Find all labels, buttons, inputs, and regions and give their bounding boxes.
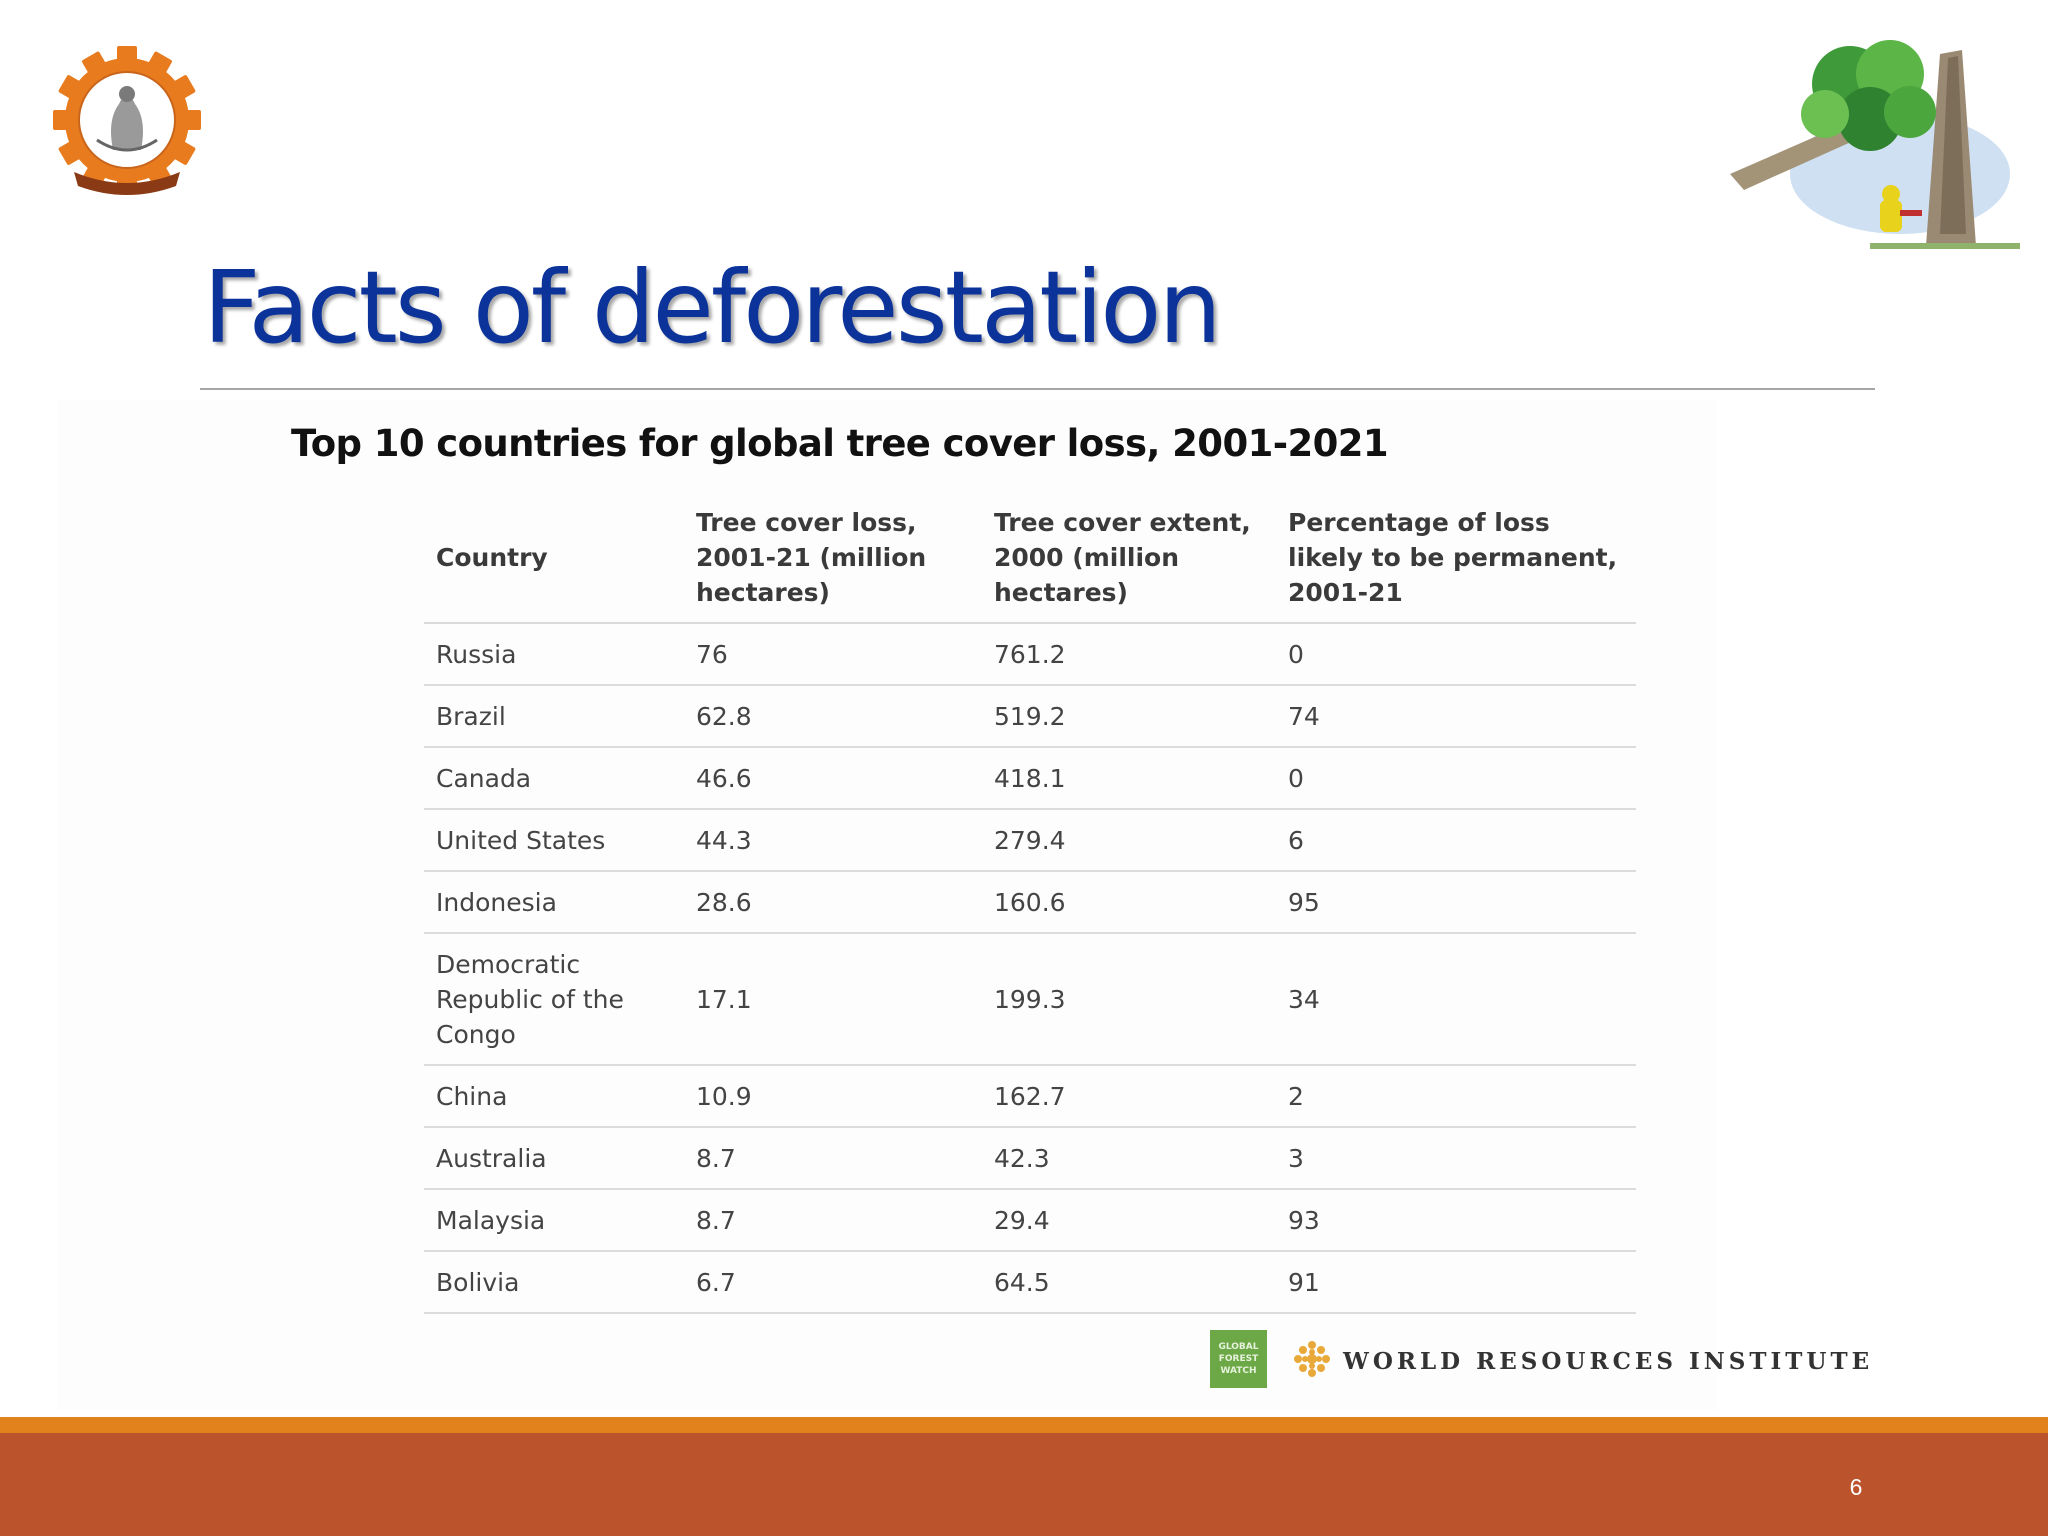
cell-country: United States: [424, 809, 684, 872]
cell-tree-cover-extent: 29.4: [982, 1189, 1276, 1252]
cell-country: Russia: [424, 623, 684, 686]
cell-permanent-percentage: 95: [1276, 871, 1636, 934]
table-row: United States 44.3 279.4 6: [424, 809, 1636, 872]
cell-country: China: [424, 1065, 684, 1128]
table-row: Australia 8.7 42.3 3: [424, 1127, 1636, 1190]
cell-tree-cover-loss: 76: [684, 623, 982, 686]
cell-tree-cover-extent: 160.6: [982, 871, 1276, 934]
table-row: Indonesia 28.6 160.6 95: [424, 871, 1636, 934]
table-row: Malaysia 8.7 29.4 93: [424, 1189, 1636, 1252]
cell-permanent-percentage: 2: [1276, 1065, 1636, 1128]
cell-country: Bolivia: [424, 1251, 684, 1314]
cell-permanent-percentage: 93: [1276, 1189, 1636, 1252]
table-header-row: Country Tree cover loss, 2001-21 (millio…: [424, 505, 1636, 624]
cell-tree-cover-extent: 199.3: [982, 933, 1276, 1066]
title-divider: [200, 388, 1875, 390]
cell-tree-cover-extent: 418.1: [982, 747, 1276, 810]
cell-permanent-percentage: 6: [1276, 809, 1636, 872]
header-country: Country: [424, 505, 684, 624]
table-row: Democratic Republic of the Congo 17.1 19…: [424, 933, 1636, 1066]
cell-tree-cover-loss: 6.7: [684, 1251, 982, 1314]
cell-tree-cover-extent: 279.4: [982, 809, 1276, 872]
wri-logo-text: WORLD RESOURCES INSTITUTE: [1343, 1348, 1874, 1375]
cell-tree-cover-extent: 42.3: [982, 1127, 1276, 1190]
header-permanent-loss-percentage: Percentage of loss likely to be permanen…: [1276, 505, 1636, 624]
cell-tree-cover-extent: 64.5: [982, 1251, 1276, 1314]
slide-title: Facts of deforestation: [203, 249, 1222, 366]
cell-tree-cover-extent: 761.2: [982, 623, 1276, 686]
cell-country: Australia: [424, 1127, 684, 1190]
cell-tree-cover-loss: 46.6: [684, 747, 982, 810]
cell-tree-cover-extent: 162.7: [982, 1065, 1276, 1128]
tree-cover-loss-table: Country Tree cover loss, 2001-21 (millio…: [424, 505, 1636, 1314]
cell-country: Democratic Republic of the Congo: [424, 933, 684, 1066]
slide-number: 6: [1849, 1474, 1863, 1500]
cell-country: Malaysia: [424, 1189, 684, 1252]
cell-tree-cover-loss: 62.8: [684, 685, 982, 748]
cell-tree-cover-loss: 28.6: [684, 871, 982, 934]
cell-permanent-percentage: 91: [1276, 1251, 1636, 1314]
gfw-logo-line: FOREST: [1218, 1354, 1259, 1364]
tree-cutting-illustration: [1730, 40, 2020, 249]
cell-tree-cover-loss: 8.7: [684, 1127, 982, 1190]
global-forest-watch-logo: GLOBAL FOREST WATCH: [1210, 1330, 1267, 1388]
footer-bar: [0, 1433, 2048, 1536]
cell-country: Indonesia: [424, 871, 684, 934]
table-row: Canada 46.6 418.1 0: [424, 747, 1636, 810]
cell-tree-cover-loss: 17.1: [684, 933, 982, 1066]
gfw-logo-line: WATCH: [1220, 1366, 1257, 1376]
cell-tree-cover-loss: 44.3: [684, 809, 982, 872]
footer-accent-stripe: [0, 1417, 2048, 1433]
gfw-logo-line: GLOBAL: [1218, 1342, 1259, 1352]
college-logo: [53, 46, 201, 195]
cell-permanent-percentage: 74: [1276, 685, 1636, 748]
cell-permanent-percentage: 34: [1276, 933, 1636, 1066]
cell-tree-cover-loss: 10.9: [684, 1065, 982, 1128]
header-tree-cover-loss: Tree cover loss, 2001-21 (million hectar…: [684, 505, 982, 624]
table-row: Brazil 62.8 519.2 74: [424, 685, 1636, 748]
table-title: Top 10 countries for global tree cover l…: [291, 422, 1389, 465]
cell-country: Canada: [424, 747, 684, 810]
cell-permanent-percentage: 0: [1276, 623, 1636, 686]
table-row: China 10.9 162.7 2: [424, 1065, 1636, 1128]
cell-permanent-percentage: 0: [1276, 747, 1636, 810]
table-row: Bolivia 6.7 64.5 91: [424, 1251, 1636, 1314]
table-row: Russia 76 761.2 0: [424, 623, 1636, 686]
cell-permanent-percentage: 3: [1276, 1127, 1636, 1190]
cell-country: Brazil: [424, 685, 684, 748]
wri-emblem-icon: [1294, 1341, 1330, 1377]
header-tree-cover-extent: Tree cover extent, 2000 (million hectare…: [982, 505, 1276, 624]
cell-tree-cover-extent: 519.2: [982, 685, 1276, 748]
cell-tree-cover-loss: 8.7: [684, 1189, 982, 1252]
